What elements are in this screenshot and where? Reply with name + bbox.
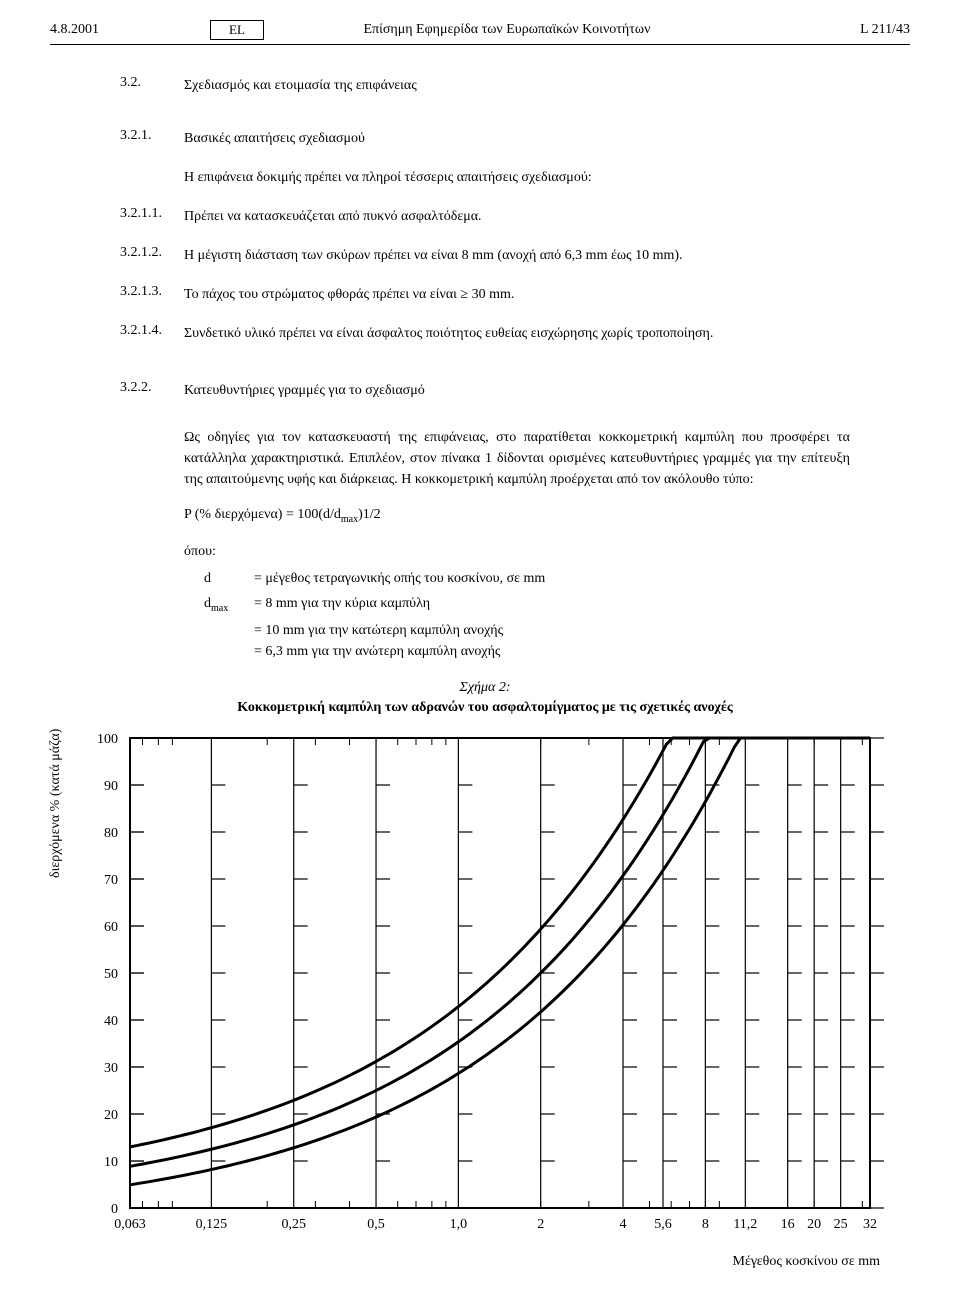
def-text-d: = μέγεθος τετραγωνικής οπής του κοσκίνου… bbox=[254, 568, 850, 589]
svg-text:0,063: 0,063 bbox=[114, 1217, 146, 1232]
def-dmax-10: = 10 mm για την κατώτερη καμπύλη ανοχής bbox=[254, 620, 850, 641]
svg-text:70: 70 bbox=[104, 873, 118, 888]
svg-text:11,2: 11,2 bbox=[733, 1217, 757, 1232]
section-text: Πρέπει να κατασκευάζεται από πυκνό ασφαλ… bbox=[184, 206, 850, 227]
svg-text:30: 30 bbox=[104, 1061, 118, 1076]
def-sym-d: d bbox=[204, 568, 254, 589]
svg-text:0,25: 0,25 bbox=[281, 1217, 306, 1232]
where-label: όπου: bbox=[184, 541, 850, 562]
svg-text:25: 25 bbox=[834, 1217, 848, 1232]
section-3-2-1-intro: Η επιφάνεια δοκιμής πρέπει να πληροί τέσ… bbox=[120, 167, 850, 188]
svg-text:40: 40 bbox=[104, 1014, 118, 1029]
header-journal: Επίσημη Εφημερίδα των Ευρωπαϊκών Κοινοτή… bbox=[264, 22, 750, 38]
def-dmax-63: = 6,3 mm για την ανώτερη καμπύλη ανοχής bbox=[254, 641, 850, 662]
section-3-2: 3.2. Σχεδιασμός και ετοιμασία της επιφάν… bbox=[120, 75, 850, 96]
svg-text:0,5: 0,5 bbox=[367, 1217, 385, 1232]
section-3-2-1: 3.2.1. Βασικές απαιτήσεις σχεδιασμού bbox=[120, 128, 850, 149]
header-page-ref: L 211/43 bbox=[750, 22, 910, 38]
section-3-2-1-2: 3.2.1.2. Η μέγιστη διάσταση των σκύρων π… bbox=[120, 245, 850, 266]
svg-text:2: 2 bbox=[537, 1217, 544, 1232]
svg-text:0,125: 0,125 bbox=[196, 1217, 228, 1232]
section-3-2-2: 3.2.2. Κατευθυντήριες γραμμές για το σχε… bbox=[120, 380, 850, 401]
svg-text:8: 8 bbox=[702, 1217, 709, 1232]
svg-text:50: 50 bbox=[104, 967, 118, 982]
section-text: Το πάχος του στρώματος φθοράς πρέπει να … bbox=[184, 284, 850, 305]
svg-text:10: 10 bbox=[104, 1155, 118, 1170]
svg-text:80: 80 bbox=[104, 826, 118, 841]
figure-title: Κοκκομετρική καμπύλη των αδρανών του ασφ… bbox=[120, 700, 850, 716]
svg-text:32: 32 bbox=[863, 1217, 877, 1232]
header-lang: EL bbox=[210, 20, 264, 40]
header: 4.8.2001 EL Επίσημη Εφημερίδα των Ευρωπα… bbox=[50, 20, 910, 45]
svg-text:0: 0 bbox=[111, 1202, 118, 1217]
section-3-2-1-3: 3.2.1.3. Το πάχος του στρώματος φθοράς π… bbox=[120, 284, 850, 305]
def-text-dmax: = 8 mm για την κύρια καμπύλη bbox=[254, 593, 850, 616]
section-3-2-1-1: 3.2.1.1. Πρέπει να κατασκευάζεται από πυ… bbox=[120, 206, 850, 227]
section-num bbox=[120, 167, 184, 188]
section-num: 3.2.1. bbox=[120, 128, 184, 149]
def-sym-dmax: dmax bbox=[204, 593, 254, 616]
svg-text:5,6: 5,6 bbox=[654, 1217, 672, 1232]
section-num bbox=[120, 419, 184, 662]
figure-label: Σχήμα 2: bbox=[120, 680, 850, 696]
section-num: 3.2.1.3. bbox=[120, 284, 184, 305]
section-num: 3.2.1.2. bbox=[120, 245, 184, 266]
formula: P (% διερχόμενα) = 100(d/dmax)1/2 bbox=[184, 504, 850, 527]
svg-text:1,0: 1,0 bbox=[450, 1217, 468, 1232]
content: 3.2. Σχεδιασμός και ετοιμασία της επιφάν… bbox=[50, 75, 910, 716]
svg-text:100: 100 bbox=[97, 732, 118, 747]
section-text: Η μέγιστη διάσταση των σκύρων πρέπει να … bbox=[184, 245, 850, 266]
section-num: 3.2.1.4. bbox=[120, 323, 184, 344]
svg-text:4: 4 bbox=[620, 1217, 627, 1232]
chart-xlabel: Μέγεθος κοσκίνου σε mm bbox=[50, 1254, 910, 1270]
section-num: 3.2.1.1. bbox=[120, 206, 184, 227]
para-322: Ως οδηγίες για τον κατασκευαστή της επιφ… bbox=[184, 427, 850, 490]
section-text: Η επιφάνεια δοκιμής πρέπει να πληροί τέσ… bbox=[184, 167, 850, 188]
section-text: Βασικές απαιτήσεις σχεδιασμού bbox=[184, 128, 850, 149]
svg-text:20: 20 bbox=[104, 1108, 118, 1123]
section-3-2-1-4: 3.2.1.4. Συνδετικό υλικό πρέπει να είναι… bbox=[120, 323, 850, 344]
section-text: Συνδετικό υλικό πρέπει να είναι άσφαλτος… bbox=[184, 323, 850, 344]
section-3-2-2-body: Ως οδηγίες για τον κατασκευαστή της επιφ… bbox=[120, 419, 850, 662]
chart-ylabel: διερχόμενα % (κατά μάζα) bbox=[48, 728, 64, 877]
header-date: 4.8.2001 bbox=[50, 22, 210, 38]
svg-text:60: 60 bbox=[104, 920, 118, 935]
page: 4.8.2001 EL Επίσημη Εφημερίδα των Ευρωπα… bbox=[0, 0, 960, 1290]
section-text: Ως οδηγίες για τον κατασκευαστή της επιφ… bbox=[184, 419, 850, 662]
section-text: Σχεδιασμός και ετοιμασία της επιφάνειας bbox=[184, 75, 850, 96]
chart-svg: 0,063 0,125 0,25 0,5 1,0 2 4 5,6 8 11,2 16 20 25 32 0 1… bbox=[50, 728, 910, 1248]
svg-text:16: 16 bbox=[781, 1217, 795, 1232]
section-num: 3.2. bbox=[120, 75, 184, 96]
def-d: d = μέγεθος τετραγωνικής οπής του κοσκίν… bbox=[204, 568, 850, 589]
section-num: 3.2.2. bbox=[120, 380, 184, 401]
def-dmax: dmax = 8 mm για την κύρια καμπύλη bbox=[204, 593, 850, 616]
chart: διερχόμενα % (κατά μάζα) 0,0630,1250,250… bbox=[50, 728, 910, 1270]
svg-text:90: 90 bbox=[104, 779, 118, 794]
section-text: Κατευθυντήριες γραμμές για το σχεδιασμό bbox=[184, 380, 850, 401]
svg-text:20: 20 bbox=[807, 1217, 821, 1232]
